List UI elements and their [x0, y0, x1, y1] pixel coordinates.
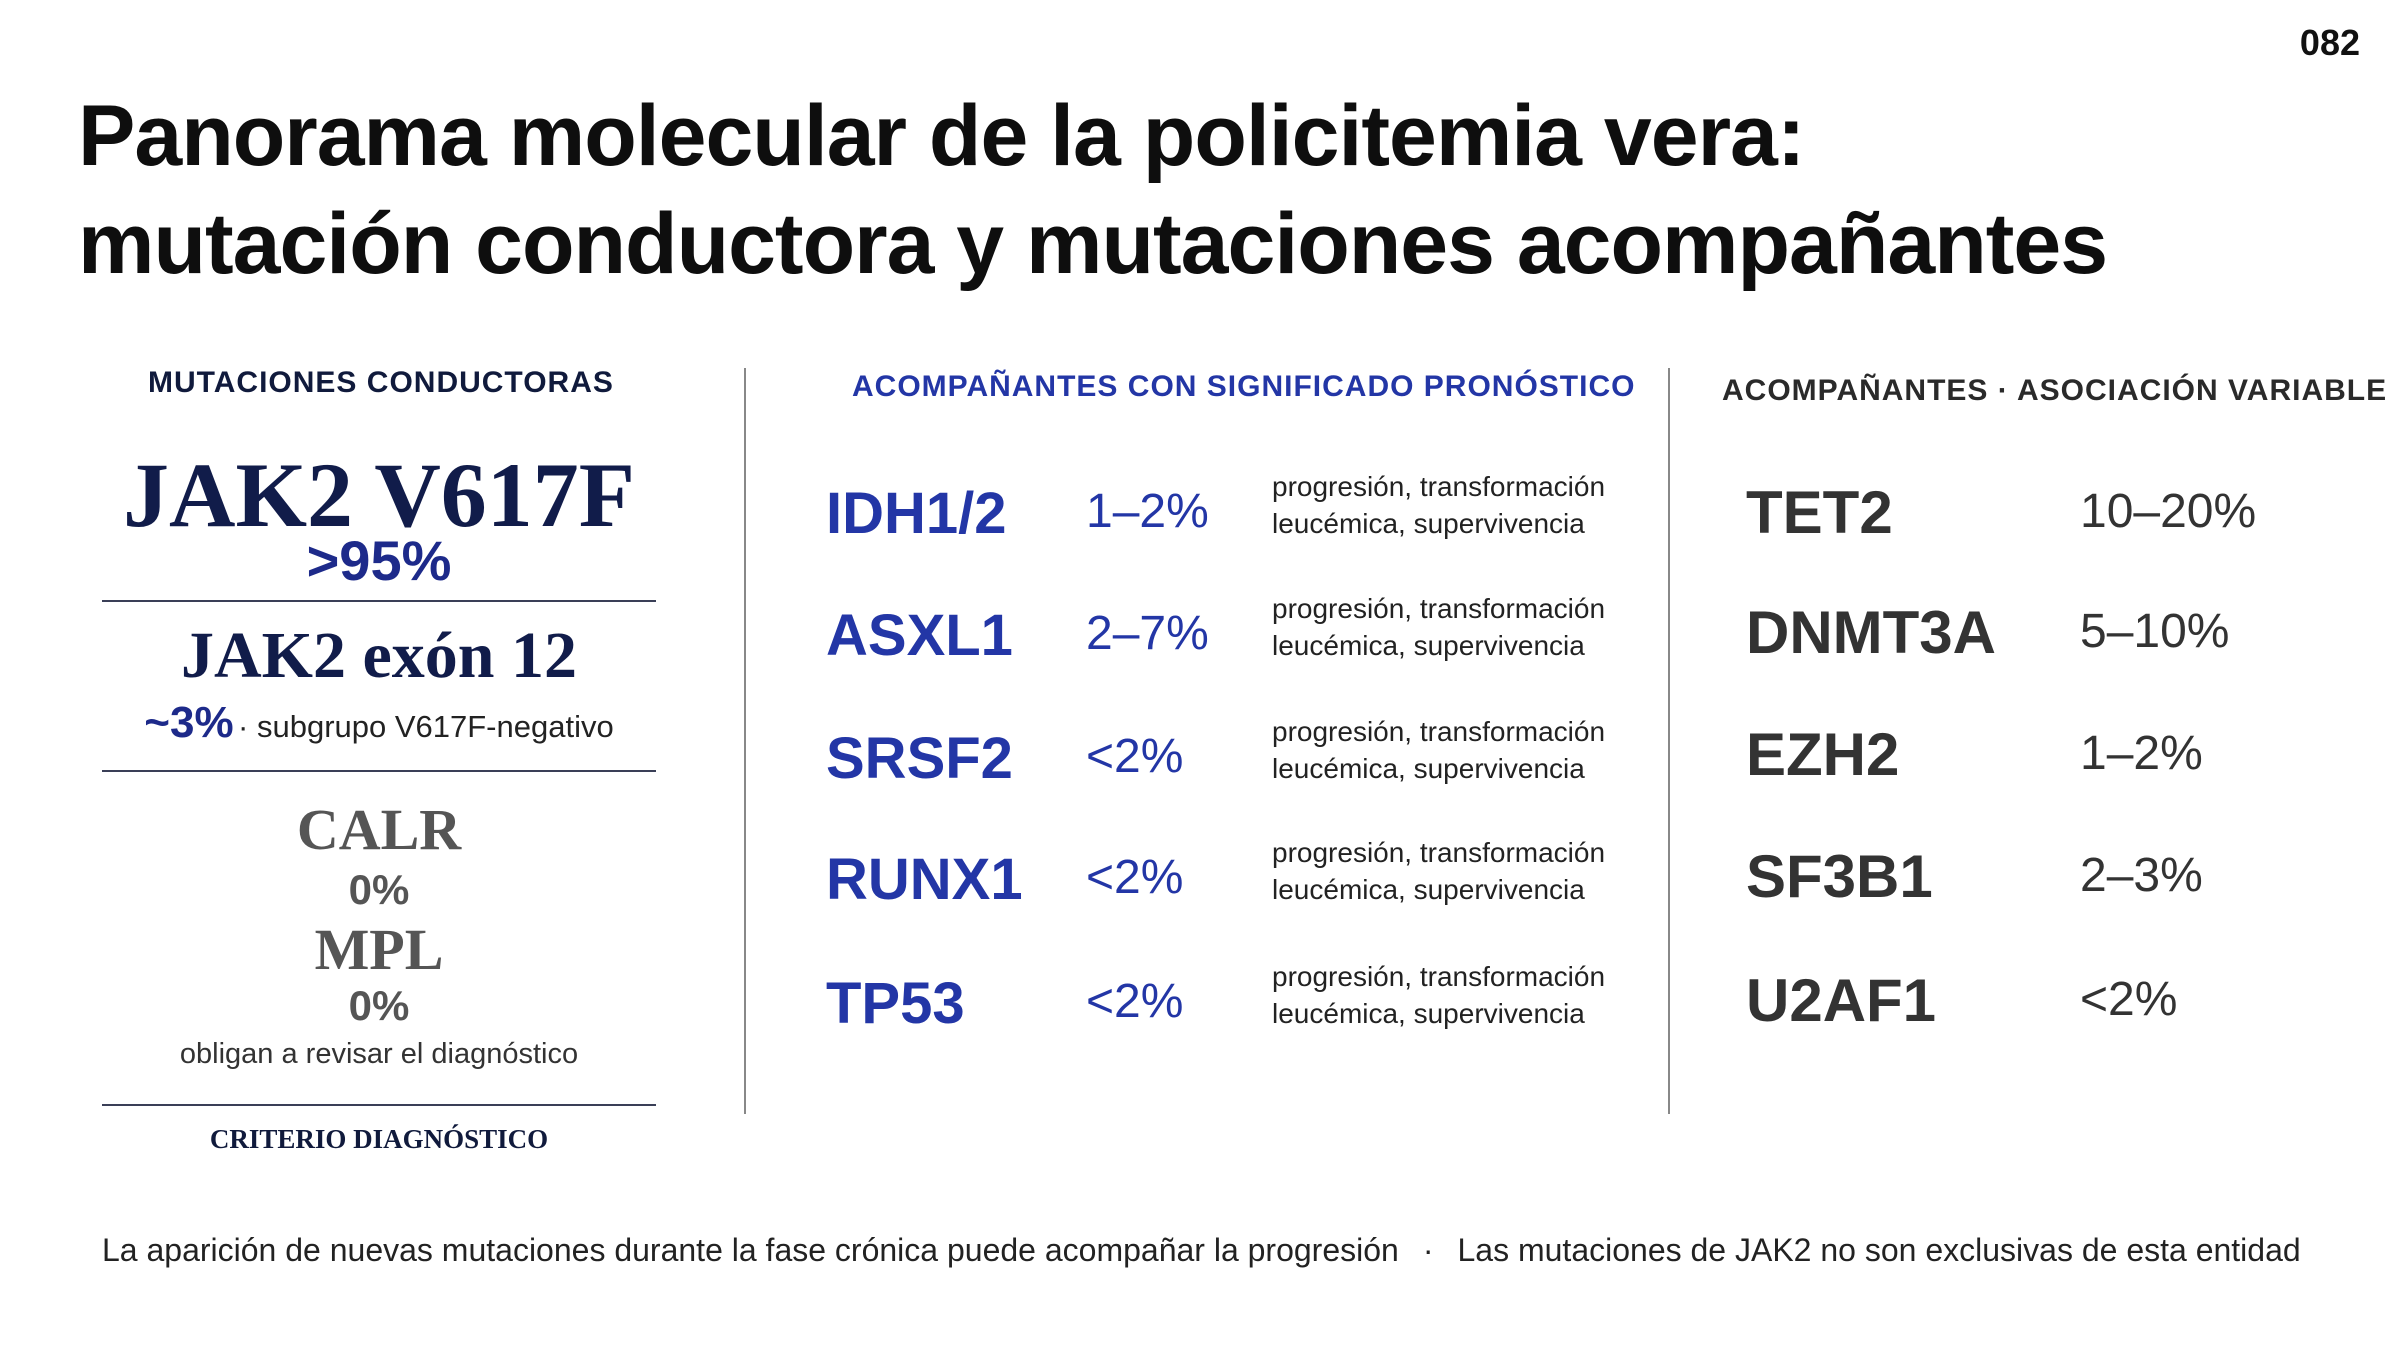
- gene-significance: progresión, transformación leucémica, su…: [1272, 713, 1605, 787]
- jak2-exon12-pct: ~3%: [144, 698, 234, 747]
- variable-row: SF3B1 2–3%: [1746, 842, 2346, 932]
- gene-frequency: 2–3%: [2080, 849, 2203, 902]
- note-line-1: progresión, transformación: [1272, 961, 1606, 992]
- gene-significance: progresión, transformación leucémica, su…: [1272, 834, 1605, 908]
- divider: [102, 1104, 656, 1106]
- gene-significance: progresión, transformación leucémica, su…: [1272, 590, 1605, 664]
- title-line-1: Panorama molecular de la policitemia ver…: [78, 88, 1806, 184]
- page-number: 082: [2299, 22, 2360, 63]
- footer-note: La aparición de nuevas mutaciones durant…: [102, 1232, 2301, 1269]
- gene-name: TET2: [1746, 479, 1893, 546]
- revisar-note: obligan a revisar el diagnóstico: [179, 1038, 579, 1070]
- gene-frequency: <2%: [1086, 851, 1184, 904]
- jak2-exon12-detail: ~3% · subgrupo V617F-negativo: [102, 698, 656, 748]
- gene-frequency: <2%: [1086, 975, 1184, 1028]
- note-line-1: progresión, transformación: [1272, 716, 1606, 747]
- prognostic-row: IDH1/2 1–2% progresión, transformación l…: [826, 468, 1646, 558]
- gene-name: SF3B1: [1746, 843, 1933, 910]
- prognostic-row: TP53 <2% progresión, transformación leuc…: [826, 958, 1646, 1048]
- gene-name: U2AF1: [1746, 967, 1937, 1034]
- variable-row: U2AF1 <2%: [1746, 966, 2346, 1056]
- note-line-2: leucémica, supervivencia: [1272, 630, 1585, 661]
- column-divider-1: [744, 368, 746, 1114]
- page-title: Panorama molecular de la policitemia ver…: [78, 82, 2338, 298]
- jak2-v617f-name: JAK2 V617F: [123, 444, 635, 546]
- gene-frequency: 10–20%: [2080, 485, 2257, 538]
- variable-row: TET2 10–20%: [1746, 478, 2346, 568]
- gene-frequency: 2–7%: [1086, 607, 1209, 660]
- note-line-1: progresión, transformación: [1272, 837, 1606, 868]
- column-divider-2: [1668, 368, 1670, 1114]
- gene-significance: progresión, transformación leucémica, su…: [1272, 958, 1605, 1032]
- heading-driver-mutations: MUTACIONES CONDUCTORAS: [148, 366, 614, 399]
- gene-name: SRSF2: [826, 726, 1013, 791]
- jak2-v617f-pct: >95%: [306, 529, 452, 592]
- mpl-pct: 0%: [348, 982, 410, 1029]
- variable-row: DNMT3A 5–10%: [1746, 598, 2346, 688]
- note-line-1: progresión, transformación: [1272, 593, 1606, 624]
- gene-significance: progresión, transformación leucémica, su…: [1272, 468, 1605, 542]
- mpl-name: MPL: [314, 917, 444, 982]
- gene-frequency: 1–2%: [2080, 727, 2203, 780]
- gene-frequency: <2%: [2080, 973, 2178, 1026]
- calr-pct: 0%: [348, 866, 410, 913]
- note-line-2: leucémica, supervivencia: [1272, 874, 1585, 905]
- gene-name: ASXL1: [826, 603, 1013, 668]
- divider: [102, 770, 656, 772]
- gene-name: TP53: [826, 971, 965, 1036]
- note-line-2: leucémica, supervivencia: [1272, 508, 1585, 539]
- heading-variable-companions: ACOMPAÑANTES · ASOCIACIÓN VARIABLE: [1722, 374, 2388, 407]
- divider: [102, 600, 656, 602]
- title-line-2: mutación conductora y mutaciones acompañ…: [78, 196, 2108, 292]
- gene-name: RUNX1: [826, 847, 1023, 912]
- gene-frequency: 1–2%: [1086, 485, 1209, 538]
- note-line-2: leucémica, supervivencia: [1272, 753, 1585, 784]
- footer-separator: ·: [1422, 1232, 1434, 1268]
- diagnostic-criterion-label: CRITERIO DIAGNÓSTICO: [209, 1124, 549, 1154]
- gene-frequency: <2%: [1086, 730, 1184, 783]
- jak2-exon12-name: JAK2 exón 12: [181, 619, 577, 692]
- prognostic-row: RUNX1 <2% progresión, transformación leu…: [826, 834, 1646, 924]
- note-line-2: leucémica, supervivencia: [1272, 998, 1585, 1029]
- footer-left: La aparición de nuevas mutaciones durant…: [102, 1232, 1399, 1268]
- heading-prognostic-companions: ACOMPAÑANTES CON SIGNIFICADO PRONÓSTICO: [852, 370, 1636, 403]
- jak2-exon12-note: · subgrupo V617F-negativo: [238, 709, 614, 744]
- gene-name: IDH1/2: [826, 481, 1007, 546]
- note-line-1: progresión, transformación: [1272, 471, 1606, 502]
- gene-name: EZH2: [1746, 721, 1900, 788]
- gene-name: DNMT3A: [1746, 599, 1996, 666]
- footer-right: Las mutaciones de JAK2 no son exclusivas…: [1457, 1232, 2301, 1268]
- prognostic-row: SRSF2 <2% progresión, transformación leu…: [826, 713, 1646, 803]
- calr-name: CALR: [296, 797, 462, 862]
- gene-frequency: 5–10%: [2080, 605, 2230, 658]
- variable-row: EZH2 1–2%: [1746, 720, 2346, 810]
- prognostic-row: ASXL1 2–7% progresión, transformación le…: [826, 590, 1646, 680]
